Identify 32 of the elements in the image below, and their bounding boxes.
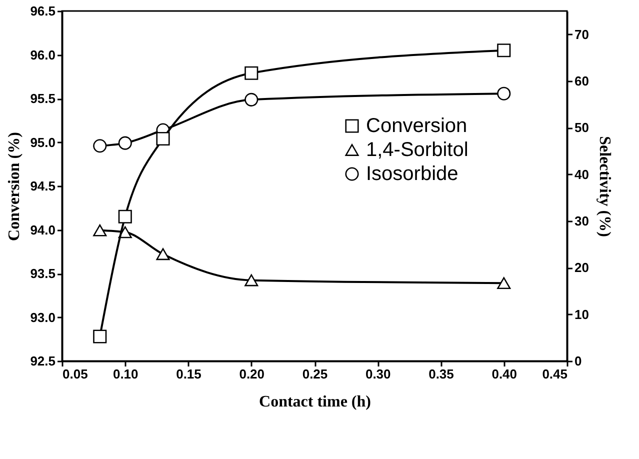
y-tick-label: 95.0 [30, 134, 56, 150]
y-tick-label: 96.5 [30, 4, 56, 18]
y2-axis-title: Selectivity (%) [596, 136, 613, 237]
legend-label: Isosorbide [366, 163, 458, 185]
y2-tick-label: 20 [574, 260, 589, 276]
y2-tick-label: 50 [574, 120, 589, 136]
x-tick-label: 0.15 [176, 366, 202, 382]
legend-label: 1,4-Sorbitol [366, 139, 468, 161]
y-tick-label: 92.5 [30, 354, 56, 368]
y-tick-label: 94.0 [30, 222, 56, 238]
x-tick-label: 0.05 [62, 366, 88, 382]
x-tick-label: 0.20 [239, 366, 265, 382]
x-tick-label: 0.10 [112, 366, 138, 382]
y-tick-label: 96.0 [30, 47, 56, 62]
x-tick-label: 0.35 [428, 366, 454, 382]
legend-label: Conversion [366, 115, 468, 137]
x-tick-label: 0.30 [365, 366, 391, 382]
y2-tick-label: 0 [574, 354, 582, 368]
y2-tick-label: 40 [574, 166, 589, 182]
x-tick-label: 0.45 [542, 366, 568, 382]
y2-tick-label: 10 [574, 306, 589, 322]
x-tick-label: 0.40 [492, 366, 518, 382]
y2-tick-label: 60 [574, 74, 589, 88]
x-tick-label: 0.25 [302, 366, 328, 382]
y2-tick-label: 30 [574, 214, 589, 228]
y-tick-label: 95.5 [30, 91, 56, 106]
y-axis-title: Conversion (%) [6, 132, 24, 241]
y-tick-label: 93.5 [30, 266, 56, 281]
x-axis-title: Contact time (h) [259, 394, 371, 410]
y2-tick-label: 70 [574, 26, 589, 42]
y-tick-label: 93.0 [30, 310, 56, 325]
y-tick-label: 94.5 [30, 178, 56, 194]
